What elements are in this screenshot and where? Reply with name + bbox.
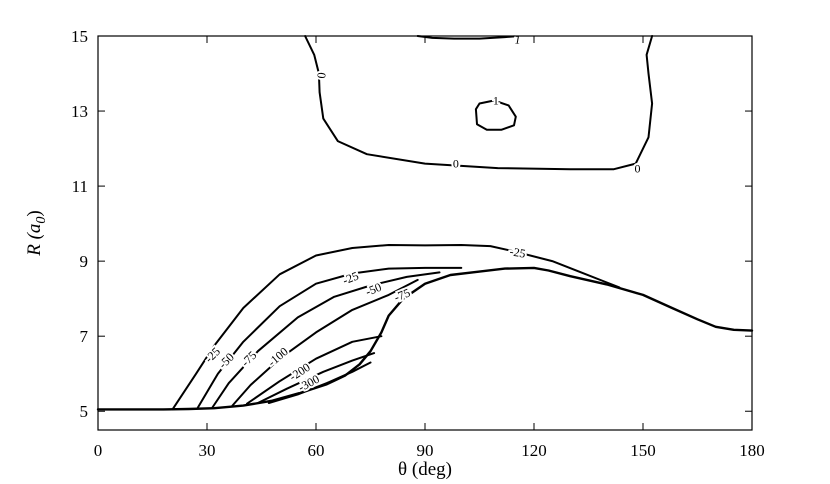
contour-line-0 — [304, 35, 654, 171]
contour-line-minus25 — [171, 244, 621, 411]
x-tick-label: 180 — [739, 441, 765, 460]
contour-label: -75 — [238, 348, 259, 369]
contour-line-minus75 — [211, 271, 441, 409]
x-tick-label: 60 — [308, 441, 325, 460]
contour-line-minus50 — [196, 266, 463, 409]
contour-line-1 — [416, 35, 521, 40]
x-axis-label: θ (deg) — [398, 459, 452, 480]
contour-line-boundary — [246, 335, 383, 405]
y-tick-label: 5 — [80, 402, 89, 421]
x-tick-label: 150 — [630, 441, 656, 460]
contour-label: 0 — [314, 72, 328, 79]
y-tick-label: 7 — [80, 327, 89, 346]
y-axis-label-main: R (a — [24, 224, 45, 257]
contour-lines — [96, 35, 754, 411]
contour-label: 0 — [635, 161, 641, 175]
contour-label: -25 — [509, 244, 527, 261]
y-axis-label-subscript: 0 — [34, 217, 49, 224]
contour-line-boundary — [96, 266, 754, 411]
y-tick-label: 9 — [80, 252, 89, 271]
plot-frame — [97, 35, 753, 431]
x-tick-label: 0 — [94, 441, 103, 460]
y-axis-label: R (a0) — [24, 210, 49, 257]
contour-label: -100 — [265, 344, 291, 369]
contour-line-minus200 — [256, 352, 376, 404]
contour-label: -25 — [340, 269, 360, 288]
contour-label: -75 — [392, 285, 412, 304]
x-tick-label: 30 — [199, 441, 216, 460]
contour-line-minus100 — [231, 278, 419, 407]
x-tick-label: 120 — [521, 441, 547, 460]
y-tick-label: 11 — [72, 177, 88, 196]
contour-label: 1 — [493, 94, 499, 108]
contour-labels: 00 011-25-25-50 -75-25-50 -75 -100-200-300 — [200, 30, 643, 396]
contour-label: 0 — [453, 157, 459, 171]
contour-label: 1 — [513, 32, 521, 47]
y-tick-label: 13 — [71, 102, 88, 121]
y-axis-label-close: ) — [24, 210, 45, 216]
y-tick-label: 15 — [71, 27, 88, 46]
x-tick-label: 90 — [417, 441, 434, 460]
contour-line-1 — [474, 99, 517, 131]
